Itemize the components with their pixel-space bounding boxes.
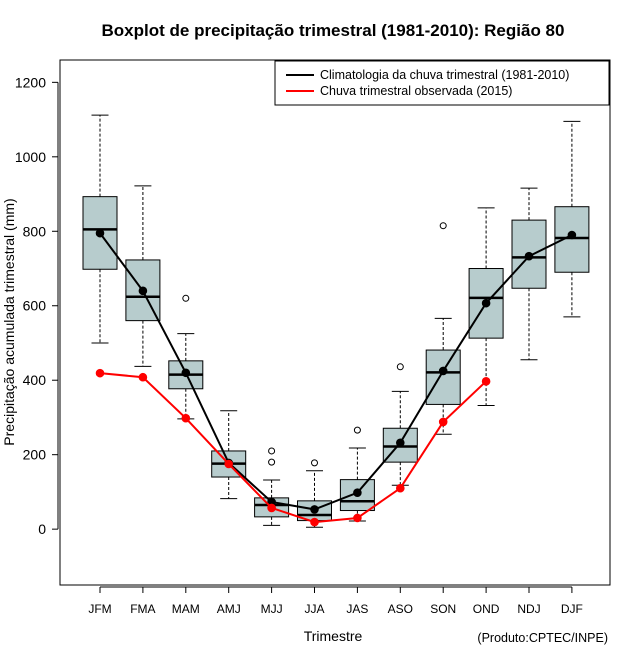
y-tick-label: 1200 [15, 74, 46, 90]
outlier-point [396, 363, 404, 371]
legend-label-observed: Chuva trimestral observada (2015) [320, 84, 512, 98]
x-tick-label: SON [430, 602, 456, 616]
x-axis-label: Trimestre [304, 628, 363, 644]
outlier-point [182, 294, 190, 302]
outlier-point [353, 426, 361, 434]
series-point-climatology [353, 488, 362, 497]
series-point-climatology [95, 228, 105, 238]
series-point-climatology [524, 251, 534, 261]
outlier-point [311, 459, 318, 467]
x-tick-label: JJA [304, 602, 324, 616]
plot-frame [59, 59, 611, 586]
series-point-observed [181, 413, 191, 423]
box-amj [211, 410, 247, 500]
y-tick-label: 800 [23, 223, 47, 239]
y-tick-label: 200 [23, 447, 47, 463]
legend: Climatologia da chuva trimestral (1981-2… [274, 60, 610, 106]
x-tick-label: FMA [130, 602, 155, 616]
series-point-climatology [438, 366, 448, 376]
legend-box [274, 60, 610, 106]
series-point-observed [224, 459, 233, 469]
box-jas [339, 426, 375, 522]
box-mjj [254, 447, 290, 526]
series-point-observed [353, 513, 362, 523]
outlier-point [268, 447, 276, 455]
box-djf [554, 120, 590, 318]
series-point-observed [95, 368, 105, 378]
outlier-point [268, 458, 276, 466]
box-iqr [425, 349, 461, 405]
x-tick-label: JFM [88, 602, 111, 616]
series-point-observed [267, 503, 276, 513]
series-point-climatology [567, 230, 577, 240]
y-tick-label: 1000 [15, 149, 46, 165]
x-tick-label: ASO [388, 602, 413, 616]
series-point-climatology [481, 298, 491, 308]
chart-title: Boxplot de precipitação trimestral (1981… [102, 21, 565, 40]
series-point-observed [438, 417, 448, 427]
series-point-observed [481, 377, 491, 386]
series-lines [95, 228, 577, 527]
x-tick-label: NDJ [517, 602, 540, 616]
x-tick-label: MJJ [261, 602, 283, 616]
box-ond [468, 207, 504, 407]
x-tick-label: AMJ [217, 602, 241, 616]
x-tick-label: JAS [346, 602, 368, 616]
series-point-climatology [396, 438, 405, 448]
y-axis-label: Precipitação acumulada trimestral (mm) [1, 198, 17, 445]
y-tick-label: 600 [23, 298, 47, 314]
box-ndj [511, 187, 547, 361]
x-tick-label: MAM [172, 602, 200, 616]
series-point-climatology [181, 368, 191, 378]
x-tick-label: DJF [561, 602, 583, 616]
series-point-observed [310, 517, 319, 527]
credit-text: (Produto:CPTEC/INPE) [477, 631, 608, 645]
x-axis: JFM FMA MAM AMJ MJJ JJA JAS ASO SON OND NDJ DJF [88, 586, 583, 616]
series-point-observed [138, 372, 148, 382]
x-tick-label: OND [473, 602, 500, 616]
box-mam [168, 294, 204, 420]
series-point-climatology [310, 505, 319, 514]
series-point-climatology [138, 286, 148, 296]
legend-label-climatology: Climatologia da chuva trimestral (1981-2… [320, 68, 569, 82]
series-line-climatology [99, 232, 573, 511]
box-iqr [554, 206, 590, 273]
y-tick-label: 0 [38, 521, 46, 537]
series-point-observed [396, 483, 405, 493]
box-iqr [468, 268, 504, 339]
y-tick-label: 400 [23, 372, 47, 388]
box-son [425, 222, 461, 435]
y-axis: 0 200 400 600 800 1000 1200 [15, 74, 59, 537]
outlier-point [439, 222, 447, 230]
series-line-observed [99, 372, 487, 524]
